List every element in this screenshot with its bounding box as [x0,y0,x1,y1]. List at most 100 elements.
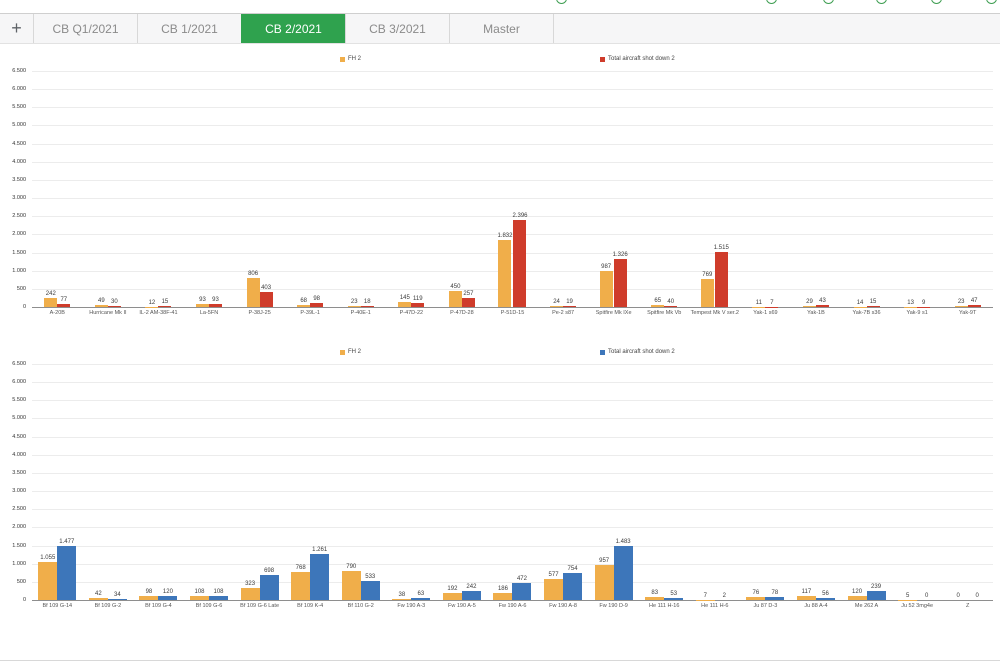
legend-item[interactable]: FH 2 [340,349,361,355]
bar-fh2[interactable] [498,240,512,307]
bar-shot-down[interactable] [815,305,829,307]
bar-fh2[interactable] [398,301,412,307]
bar-fh2[interactable] [392,598,412,600]
bar-shot-down[interactable] [57,304,71,307]
legend-item[interactable]: Total aircraft shot down 2 [600,56,675,62]
bar-fh2[interactable] [954,306,968,307]
bar-shot-down[interactable] [310,303,324,307]
tab-cb-3-2021[interactable]: CB 3/2021 [345,14,449,43]
bar-shot-down[interactable] [158,595,178,600]
bar-column: 117 [796,364,816,600]
bar-fh2[interactable] [651,304,665,307]
add-sheet-button[interactable]: + [11,18,22,38]
bar-shot-down[interactable] [765,597,785,600]
bar-fh2[interactable] [38,561,58,600]
bar-fh2[interactable] [246,277,260,307]
bar-fh2[interactable] [746,597,766,600]
bar-shot-down[interactable] [664,305,678,307]
chart-allied-aircraft[interactable]: FH 2 Total aircraft shot down 2 0 500 1.000… [0,50,1000,316]
bar-fh2[interactable] [700,279,714,307]
bar-fh2[interactable] [448,290,462,307]
bar-shot-down[interactable] [512,582,532,600]
bar-fh2[interactable] [442,593,462,600]
x-axis-label: Bf 109 K-4 [297,603,324,609]
bar-value-label: 9 [921,299,926,306]
bar-fh2[interactable] [599,271,613,307]
bar-fh2[interactable] [853,306,867,307]
bar-fh2[interactable] [196,303,210,307]
bar-shot-down[interactable] [107,305,121,307]
bar-shot-down[interactable] [411,302,425,307]
x-axis-label: Z [966,603,970,609]
bar-fh2[interactable] [297,304,311,307]
bar-fh2[interactable] [94,305,108,307]
bar-shot-down[interactable] [259,292,273,307]
bar-shot-down[interactable] [664,598,684,600]
toolbar-icon-fragment[interactable] [766,0,777,4]
bar-column: 577 [544,364,564,600]
bar-shot-down[interactable] [866,306,880,307]
legend-item[interactable]: Total aircraft shot down 2 [600,349,675,355]
bar-pair: 49 30 [83,71,134,307]
bar-shot-down[interactable] [158,306,172,307]
bar-shot-down[interactable] [209,303,223,307]
bar-column: 53 [664,364,684,600]
bar-shot-down[interactable] [563,572,583,600]
bar-column: 768 [291,364,311,600]
bar-pair: 108 108 [184,364,235,600]
x-axis-label: P-39L-1 [300,310,320,316]
bar-shot-down[interactable] [107,598,127,600]
bar-fh2[interactable] [44,298,58,307]
bar-shot-down[interactable] [360,580,380,600]
bar-pair: 192 242 [437,364,488,600]
bar-value-label: 0 [975,593,979,599]
toolbar-icon-fragment[interactable] [986,0,997,4]
toolbar-icon-fragment[interactable] [823,0,834,4]
bar-shot-down[interactable] [613,546,633,600]
gridline [32,436,993,438]
toolbar-icon-fragment[interactable] [876,0,887,4]
tab-bar-filler [553,14,1000,43]
bar-fh2[interactable] [291,572,311,600]
bar-shot-down[interactable] [209,596,229,600]
bar-fh2[interactable] [645,597,665,600]
bar-shot-down[interactable] [310,554,330,600]
bar-value-label: 0 [956,593,960,599]
bar-fh2[interactable] [190,596,210,600]
bar-fh2[interactable] [493,593,513,600]
bar-shot-down[interactable] [967,305,981,307]
tab-cb-q1-2021[interactable]: CB Q1/2021 [33,14,137,43]
bar-shot-down[interactable] [613,258,627,307]
chart-axis-aircraft[interactable]: FH 2 Total aircraft shot down 2 0 500 1.000… [0,343,1000,609]
bar-shot-down[interactable] [815,597,835,600]
bar-shot-down[interactable] [461,297,475,307]
bar-fh2[interactable] [594,565,614,600]
tab-cb-2-2021[interactable]: CB 2/2021 [241,14,345,43]
legend-item[interactable]: FH 2 [340,56,361,62]
bar-shot-down[interactable] [866,591,886,600]
bar-fh2[interactable] [544,579,564,600]
bar-value-label: 83 [651,590,659,596]
toolbar-icon-fragment[interactable] [556,0,567,4]
toolbar-icon-fragment[interactable] [931,0,942,4]
tab-master[interactable]: Master [449,14,553,43]
bar-fh2[interactable] [550,306,564,307]
bar-fh2[interactable] [802,305,816,307]
bar-fh2[interactable] [341,571,361,600]
bar-shot-down[interactable] [714,252,728,307]
bar-fh2[interactable] [139,596,159,600]
bar-shot-down[interactable] [259,574,279,600]
bar-shot-down[interactable] [411,597,431,600]
x-axis-label: Fw 190 A-3 [397,603,426,609]
bar-shot-down[interactable] [461,591,481,600]
bar-fh2[interactable] [240,588,260,600]
bar-shot-down[interactable] [513,220,527,307]
bar-fh2[interactable] [88,598,108,600]
bar-fh2[interactable] [347,306,361,307]
bar-shot-down[interactable] [57,546,77,600]
bar-shot-down[interactable] [360,306,374,307]
tab-cb-1-2021[interactable]: CB 1/2021 [137,14,241,43]
bar-shot-down[interactable] [563,306,577,307]
bar-fh2[interactable] [796,595,816,600]
bar-fh2[interactable] [847,595,867,600]
